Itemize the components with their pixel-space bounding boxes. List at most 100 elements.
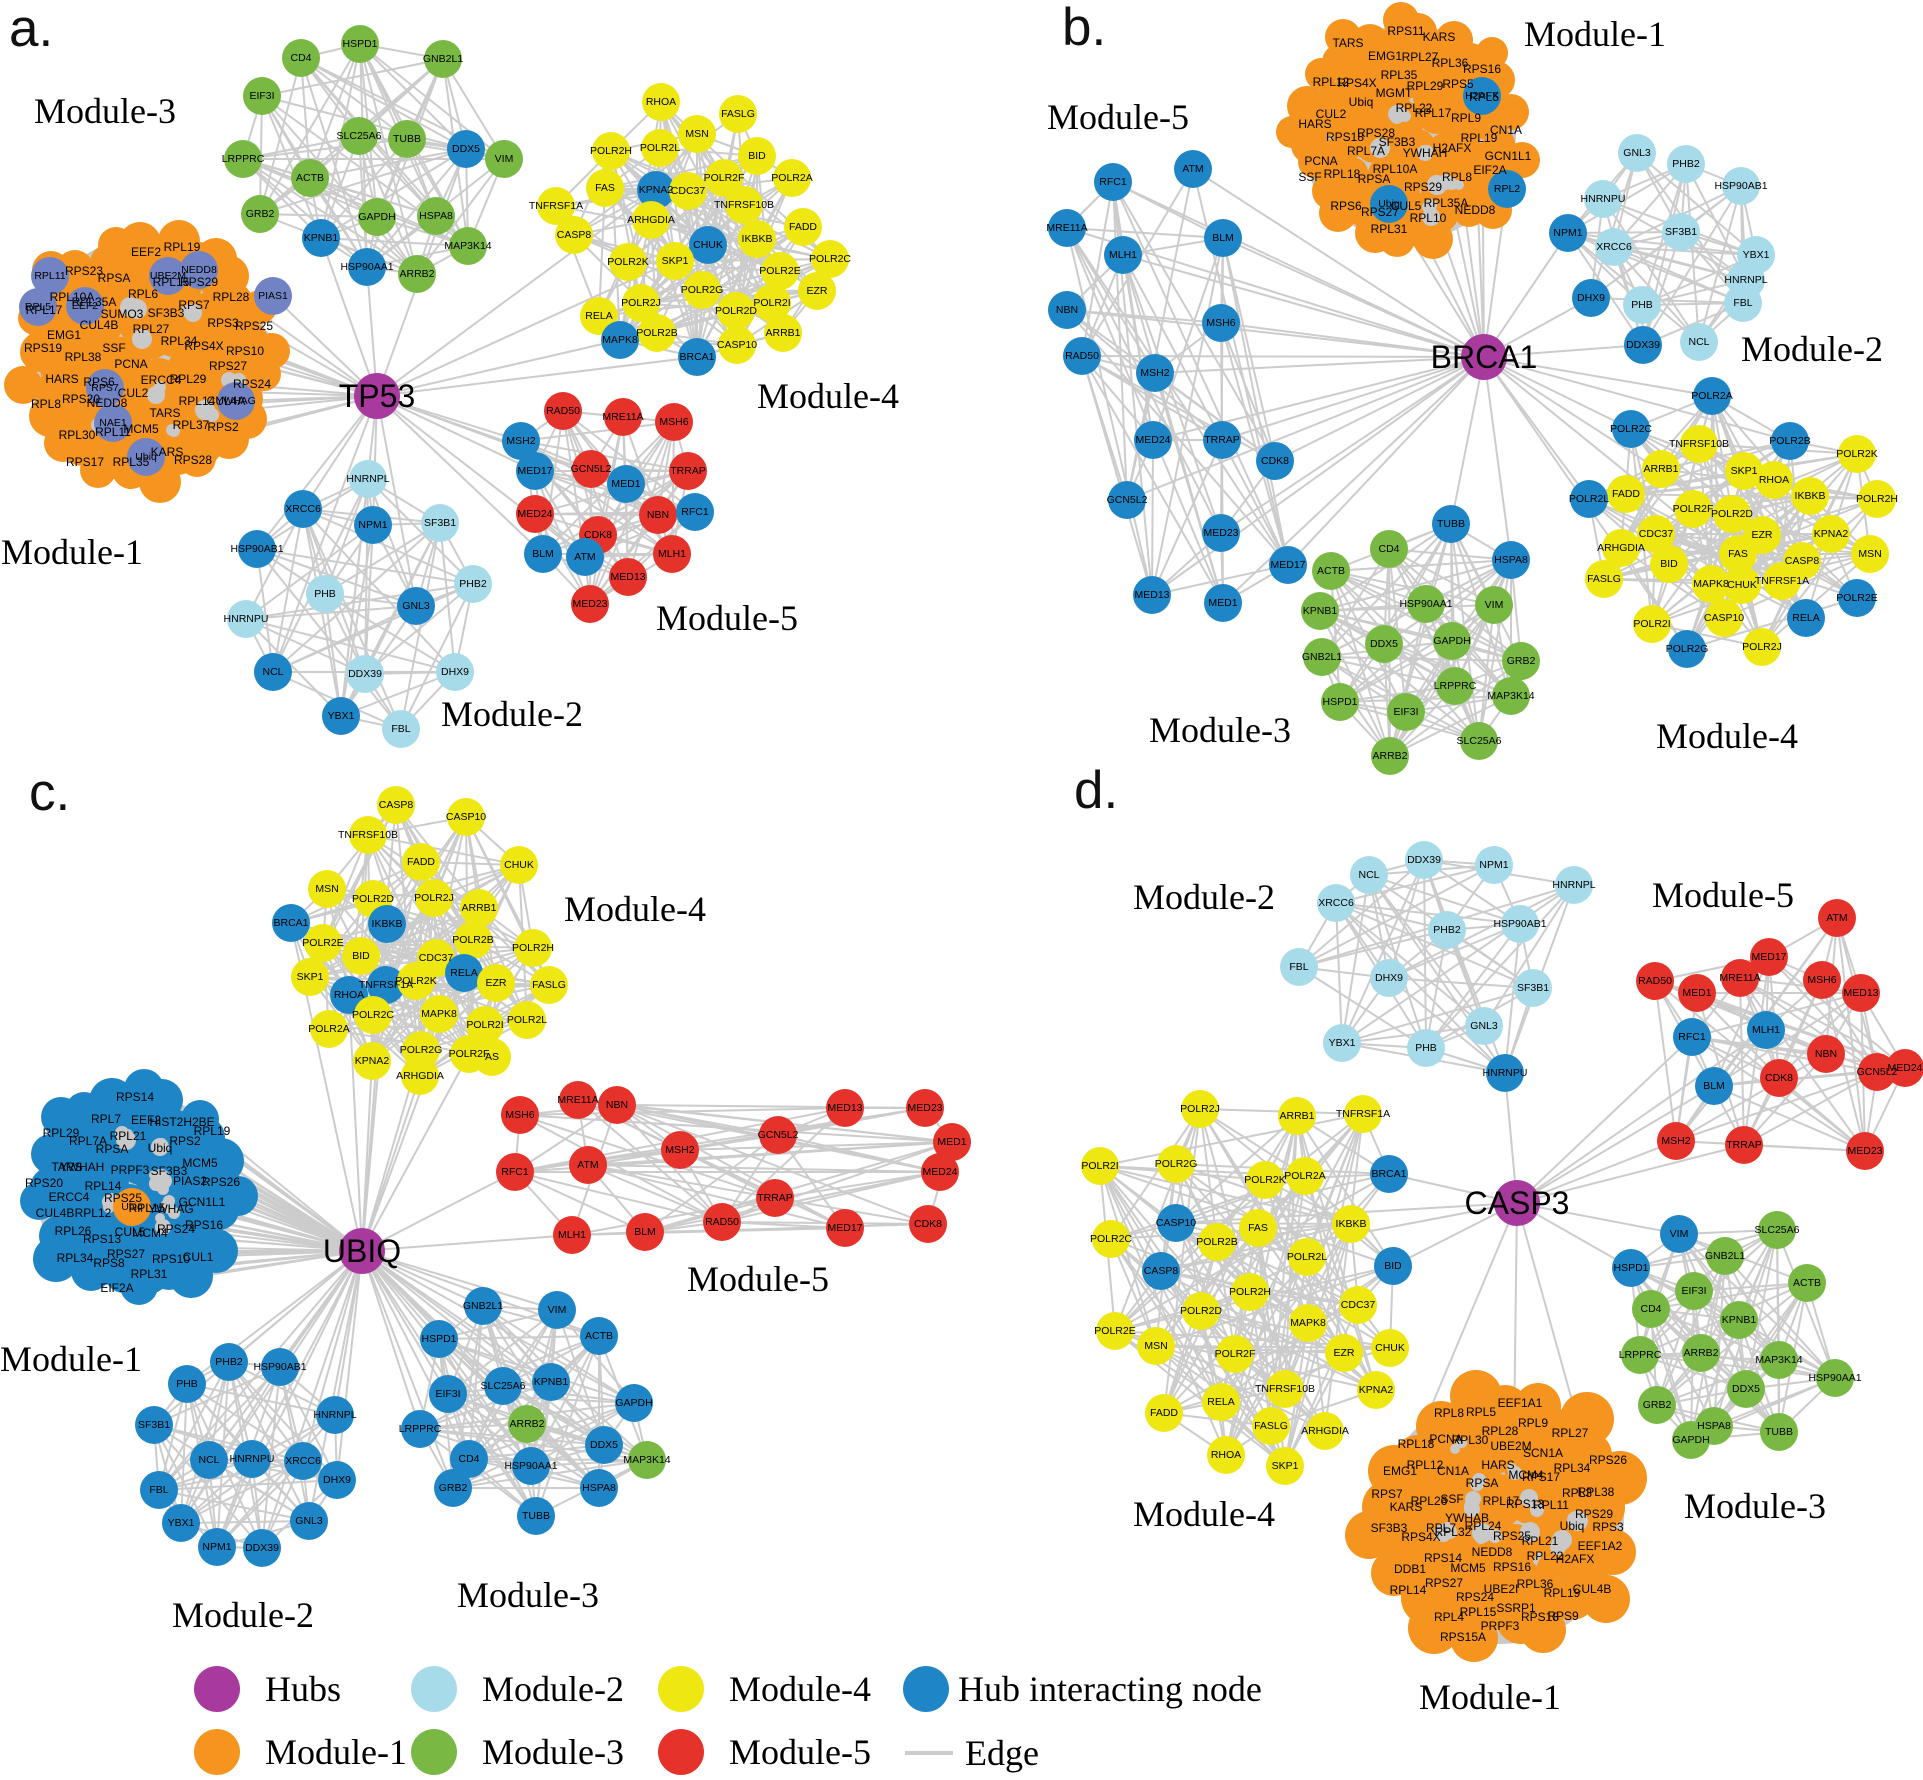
svg-text:NCL: NCL <box>198 1454 219 1466</box>
svg-text:EZR: EZR <box>1334 1347 1355 1359</box>
svg-text:RPL36: RPL36 <box>1517 1577 1554 1591</box>
svg-text:ERCC4: ERCC4 <box>49 1190 90 1204</box>
svg-text:MAPK8: MAPK8 <box>1693 578 1729 590</box>
svg-text:MCM5: MCM5 <box>182 1156 218 1170</box>
svg-text:SLC25A6: SLC25A6 <box>337 130 382 142</box>
svg-text:POLR2J: POLR2J <box>414 892 454 904</box>
svg-text:RPL29: RPL29 <box>170 372 207 386</box>
svg-text:MRE11A: MRE11A <box>557 1094 598 1106</box>
svg-text:Module-1: Module-1 <box>0 1339 142 1379</box>
svg-text:POLR2K: POLR2K <box>607 256 648 268</box>
svg-text:RPS15A: RPS15A <box>1440 1630 1486 1644</box>
svg-text:Module-3: Module-3 <box>1684 1486 1826 1526</box>
svg-text:DDX39: DDX39 <box>348 668 382 680</box>
svg-text:Module-4: Module-4 <box>757 376 899 416</box>
svg-text:RPL7: RPL7 <box>1426 1521 1456 1535</box>
svg-text:POLR2B: POLR2B <box>636 327 677 339</box>
svg-text:RPL26: RPL26 <box>55 1224 92 1238</box>
svg-text:PIAS1: PIAS1 <box>258 290 288 302</box>
svg-text:RPL10: RPL10 <box>1410 211 1447 225</box>
svg-text:CD4: CD4 <box>290 52 311 64</box>
svg-text:RPL11: RPL11 <box>1533 1498 1569 1512</box>
svg-text:UBIQ: UBIQ <box>323 1233 401 1269</box>
svg-text:EIF3I: EIF3I <box>435 1388 460 1400</box>
svg-text:RPL37: RPL37 <box>173 418 210 432</box>
svg-text:MED24: MED24 <box>922 1166 957 1178</box>
svg-text:POLR2A: POLR2A <box>771 172 812 184</box>
svg-text:SLC25A6: SLC25A6 <box>1755 1224 1800 1236</box>
svg-text:RPL12: RPL12 <box>1313 75 1350 89</box>
svg-text:CDC37: CDC37 <box>671 185 706 197</box>
svg-text:RPL29: RPL29 <box>43 1126 80 1140</box>
svg-text:RPL17: RPL17 <box>1483 1494 1520 1508</box>
svg-text:RPS23: RPS23 <box>65 264 103 278</box>
svg-text:RPS24: RPS24 <box>233 377 271 391</box>
svg-text:CDK8: CDK8 <box>1765 1072 1793 1084</box>
svg-text:FAS: FAS <box>1248 1222 1268 1234</box>
svg-text:EIF2A: EIF2A <box>1473 163 1506 177</box>
svg-text:SKP1: SKP1 <box>1272 1460 1299 1472</box>
svg-text:GNL3: GNL3 <box>1470 1020 1498 1032</box>
svg-text:MED17: MED17 <box>517 465 552 477</box>
svg-text:RPS18: RPS18 <box>1326 130 1364 144</box>
svg-text:NEDD8: NEDD8 <box>1455 203 1496 217</box>
svg-text:CN1A: CN1A <box>1437 1464 1469 1478</box>
svg-text:RPS6: RPS6 <box>1330 199 1362 213</box>
svg-text:ARRB1: ARRB1 <box>1643 463 1678 475</box>
svg-text:CUL2: CUL2 <box>118 386 149 400</box>
svg-text:RPS6: RPS6 <box>83 375 115 389</box>
svg-text:MED23: MED23 <box>572 598 607 610</box>
svg-text:POLR2C: POLR2C <box>1090 1233 1132 1245</box>
svg-text:MED1: MED1 <box>937 1136 966 1148</box>
svg-text:MSH6: MSH6 <box>659 416 688 428</box>
svg-text:ACTB: ACTB <box>585 1330 613 1342</box>
svg-text:RPS2: RPS2 <box>207 420 239 434</box>
svg-text:YBX1: YBX1 <box>1329 1037 1356 1049</box>
svg-text:RPS8: RPS8 <box>93 1256 125 1270</box>
svg-text:RPS27: RPS27 <box>1425 1576 1463 1590</box>
svg-text:ACTB: ACTB <box>296 172 324 184</box>
svg-text:RPS7: RPS7 <box>1371 1487 1403 1501</box>
svg-text:RPL19: RPL19 <box>164 240 201 254</box>
svg-text:FASLG: FASLG <box>1254 1420 1288 1432</box>
svg-text:HSPA8: HSPA8 <box>1494 554 1528 566</box>
svg-text:YWHAG: YWHAG <box>148 1202 193 1216</box>
svg-text:POLR2I: POLR2I <box>466 1019 503 1031</box>
svg-text:UBE2M: UBE2M <box>1490 1439 1531 1453</box>
svg-text:RPL8: RPL8 <box>1442 170 1472 184</box>
svg-text:Module-3: Module-3 <box>457 1575 599 1615</box>
svg-text:ACTB: ACTB <box>1317 565 1345 577</box>
svg-text:ATM: ATM <box>577 1159 598 1171</box>
svg-text:POLR2J: POLR2J <box>621 297 661 309</box>
svg-text:CUL4A: CUL4A <box>207 394 246 408</box>
svg-text:MAP3K14: MAP3K14 <box>1487 690 1534 702</box>
svg-text:TP53: TP53 <box>339 378 415 414</box>
svg-text:RPS10: RPS10 <box>226 344 264 358</box>
svg-text:Module-2: Module-2 <box>441 694 583 734</box>
svg-text:ACTB: ACTB <box>1793 1277 1821 1289</box>
svg-text:RAD50: RAD50 <box>705 1216 739 1228</box>
svg-text:PCNA: PCNA <box>114 357 147 371</box>
svg-text:CUL4B: CUL4B <box>80 318 119 332</box>
svg-text:RPL27: RPL27 <box>1552 1426 1589 1440</box>
svg-text:RPL10A: RPL10A <box>1373 162 1418 176</box>
svg-text:GCN5L2: GCN5L2 <box>1857 1066 1898 1078</box>
svg-text:KPNA2: KPNA2 <box>355 1055 390 1067</box>
svg-text:MED1: MED1 <box>1208 597 1237 609</box>
svg-text:PHB: PHB <box>1415 1042 1437 1054</box>
svg-text:CN1A: CN1A <box>1490 123 1522 137</box>
svg-text:BRCA1: BRCA1 <box>1431 339 1538 375</box>
svg-text:RPL35A: RPL35A <box>72 295 117 309</box>
svg-text:RPL12: RPL12 <box>75 1206 112 1220</box>
svg-text:DDB1: DDB1 <box>1394 1562 1426 1576</box>
svg-text:RPS9: RPS9 <box>1547 1609 1579 1623</box>
svg-text:RELA: RELA <box>1792 612 1819 624</box>
svg-text:IKBKB: IKBKB <box>742 233 773 245</box>
svg-text:RPL9: RPL9 <box>1518 1416 1548 1430</box>
svg-text:RPL30: RPL30 <box>59 428 96 442</box>
svg-text:RPL19: RPL19 <box>1461 131 1498 145</box>
svg-text:HARS: HARS <box>1298 117 1331 131</box>
svg-text:Module-1: Module-1 <box>1 532 143 572</box>
svg-text:CASP8: CASP8 <box>557 229 592 241</box>
svg-text:PHB2: PHB2 <box>215 1356 243 1368</box>
